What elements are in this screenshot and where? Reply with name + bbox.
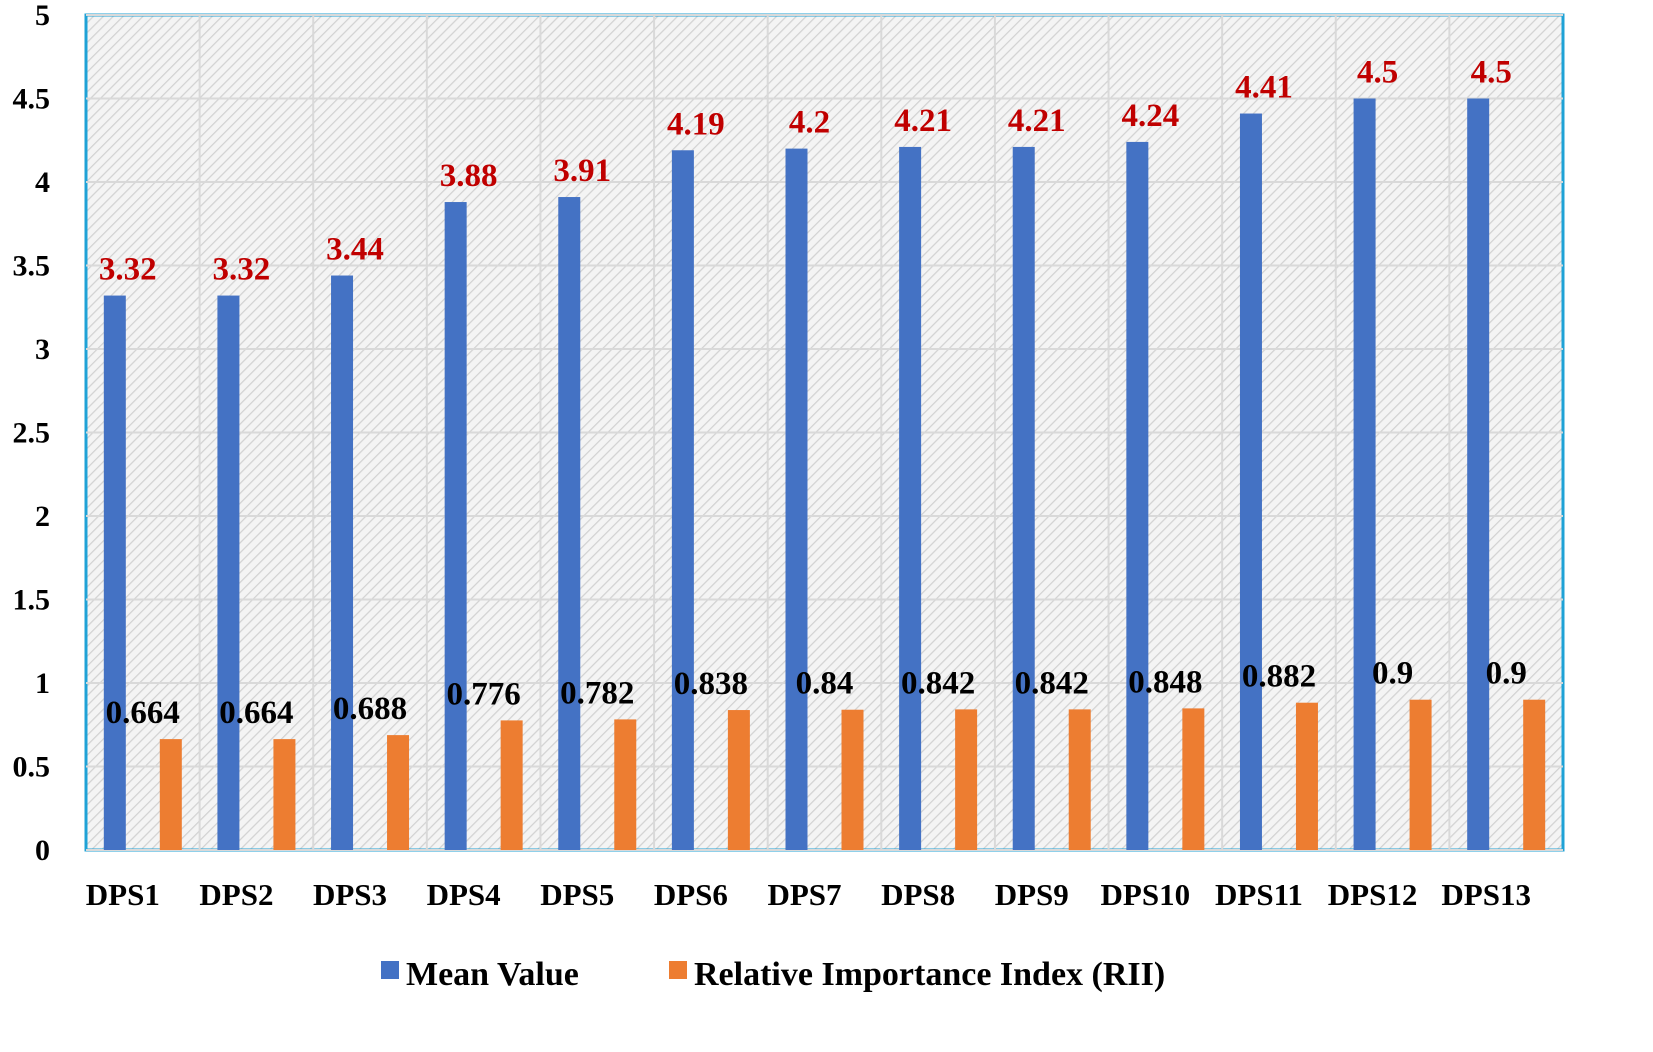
mean-value-bar: [103, 295, 126, 850]
rii-bar: [841, 709, 864, 850]
rii-label: 0.842: [1015, 665, 1089, 701]
y-tick-label: 4: [35, 166, 50, 199]
rii-bar: [159, 739, 182, 850]
rii-bar: [955, 709, 978, 850]
mean-value-bar: [1467, 98, 1490, 850]
x-category-label: DPS7: [767, 877, 841, 912]
rii-label: 0.882: [1242, 659, 1316, 695]
x-category-label: DPS8: [881, 877, 955, 912]
rii-label: 0.9: [1486, 656, 1527, 692]
y-tick-label: 1: [35, 667, 50, 700]
rii-label: 0.84: [796, 666, 854, 702]
rii-label: 0.848: [1128, 664, 1202, 700]
mean-value-label: 4.5: [1471, 55, 1512, 91]
mean-value-bar: [331, 275, 354, 850]
y-tick-label: 2: [35, 500, 50, 533]
legend-label: Mean Value: [406, 956, 579, 993]
mean-value-label: 3.88: [440, 158, 498, 194]
x-category-label: DPS3: [313, 877, 387, 912]
mean-value-label: 4.19: [667, 106, 725, 142]
mean-value-label: 4.5: [1357, 55, 1398, 91]
rii-bar: [273, 739, 296, 850]
y-tick-label: 3.5: [13, 250, 51, 283]
mean-value-bar: [558, 197, 581, 850]
x-category-label: DPS12: [1328, 877, 1418, 912]
rii-label: 0.688: [333, 691, 407, 727]
x-category-label: DPS4: [427, 877, 501, 912]
x-category-label: DPS5: [540, 877, 614, 912]
rii-bar: [614, 719, 637, 850]
y-tick-label: 1.5: [13, 584, 51, 617]
y-tick-label: 5: [35, 0, 50, 32]
y-tick-label: 3: [35, 333, 50, 366]
legend-label: Relative Importance Index (RII): [694, 956, 1165, 993]
rii-label: 0.842: [901, 665, 975, 701]
mean-value-bar: [217, 295, 240, 850]
legend-swatch: [669, 961, 687, 979]
rii-label: 0.782: [560, 675, 634, 711]
legend-swatch: [381, 961, 399, 979]
bars: [103, 98, 1546, 851]
mean-value-bar: [785, 148, 808, 851]
mean-value-label: 4.41: [1235, 70, 1293, 106]
rii-label: 0.776: [447, 676, 521, 712]
mean-value-label: 4.21: [1008, 103, 1066, 139]
rii-label: 0.664: [106, 695, 180, 731]
x-category-label: DPS9: [995, 877, 1069, 912]
mean-value-bar: [444, 202, 467, 851]
rii-bar: [387, 735, 410, 850]
y-tick-label: 0: [35, 834, 50, 867]
mean-value-bar: [1126, 141, 1149, 851]
rii-bar: [1409, 699, 1432, 850]
y-tick-label: 4.5: [13, 83, 51, 116]
rii-bar: [1182, 708, 1205, 850]
x-category-label: DPS1: [86, 877, 160, 912]
mean-value-label: 3.91: [553, 153, 611, 189]
mean-value-label: 4.24: [1121, 98, 1179, 134]
x-category-label: DPS10: [1101, 877, 1191, 912]
mean-value-label: 3.44: [326, 232, 384, 268]
mean-value-bar: [1012, 146, 1035, 850]
y-tick-label: 0.5: [13, 751, 51, 784]
mean-value-bar: [1353, 98, 1376, 850]
rii-bar: [1068, 709, 1091, 850]
mean-value-label: 3.32: [213, 252, 271, 288]
mean-value-label: 4.21: [894, 103, 952, 139]
data-labels: 3.32 0.664 3.32 0.664 3.44 0.688 3.88 0.776 3.91…: [99, 55, 1527, 732]
y-axis-ticks: 0 0.5 1 1.5 2 2.5 3 3.5 4 4.5 5: [13, 0, 51, 867]
mean-value-bar: [671, 150, 694, 850]
rii-label: 0.838: [674, 666, 748, 702]
x-category-label: DPS6: [654, 877, 728, 912]
rii-bar: [1295, 702, 1318, 850]
x-axis-categories: DPS1 DPS2 DPS3 DPS4 DPS5 DPS6 DPS7 DPS8 DPS9 DPS1…: [86, 877, 1531, 912]
rii-label: 0.9: [1372, 656, 1413, 692]
mean-value-bar: [1239, 113, 1262, 850]
x-category-label: DPS11: [1215, 877, 1303, 912]
mean-value-label: 4.2: [789, 105, 830, 141]
x-category-label: DPS13: [1441, 877, 1531, 912]
legend: Mean Value Relative Importance Index (RII…: [381, 956, 1165, 993]
rii-bar: [500, 720, 523, 850]
rii-bar: [727, 710, 750, 850]
rii-label: 0.664: [219, 695, 293, 731]
mean-value-bar: [899, 146, 922, 850]
x-category-label: DPS2: [199, 877, 273, 912]
y-tick-label: 2.5: [13, 417, 51, 450]
mean-value-label: 3.32: [99, 252, 157, 288]
rii-bar: [1523, 699, 1546, 850]
